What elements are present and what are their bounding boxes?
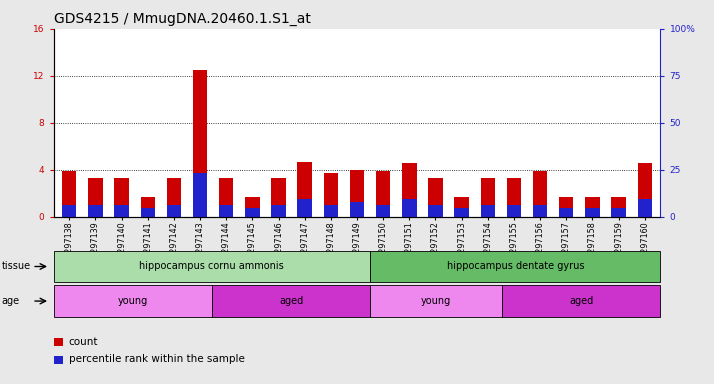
Bar <box>271 178 286 217</box>
Bar <box>376 171 391 217</box>
Bar <box>638 163 652 217</box>
Text: aged: aged <box>279 296 303 306</box>
Text: aged: aged <box>569 296 593 306</box>
Bar <box>193 70 207 217</box>
Bar <box>245 197 260 217</box>
Bar <box>533 171 548 217</box>
Bar <box>350 170 364 217</box>
Bar <box>141 197 155 217</box>
Bar <box>89 205 103 217</box>
Text: tissue: tissue <box>1 262 31 271</box>
Bar <box>559 197 573 217</box>
Text: young: young <box>118 296 148 306</box>
Bar <box>428 178 443 217</box>
Bar <box>141 208 155 217</box>
Bar <box>585 208 600 217</box>
Bar <box>245 208 260 217</box>
Text: GDS4215 / MmugDNA.20460.1.S1_at: GDS4215 / MmugDNA.20460.1.S1_at <box>54 12 311 25</box>
Bar <box>89 178 103 217</box>
Bar <box>507 178 521 217</box>
Bar <box>559 208 573 217</box>
Bar <box>219 178 233 217</box>
Bar <box>62 171 76 217</box>
Bar <box>323 174 338 217</box>
Bar <box>298 162 312 217</box>
Bar <box>507 205 521 217</box>
Text: hippocampus dentate gyrus: hippocampus dentate gyrus <box>446 262 584 271</box>
Bar <box>533 205 548 217</box>
Bar <box>585 197 600 217</box>
Text: young: young <box>421 296 451 306</box>
Text: age: age <box>1 296 19 306</box>
Bar <box>402 163 416 217</box>
Bar <box>114 178 129 217</box>
Bar <box>376 205 391 217</box>
Bar <box>219 205 233 217</box>
Bar <box>193 173 207 217</box>
Bar <box>114 205 129 217</box>
Bar <box>481 205 495 217</box>
Bar <box>454 197 469 217</box>
Bar <box>166 205 181 217</box>
Bar <box>428 205 443 217</box>
Text: percentile rank within the sample: percentile rank within the sample <box>69 354 244 364</box>
Bar <box>481 178 495 217</box>
Bar <box>62 205 76 217</box>
Bar <box>611 197 625 217</box>
Bar <box>454 208 469 217</box>
Bar <box>611 208 625 217</box>
Bar <box>402 199 416 217</box>
Text: count: count <box>69 337 98 347</box>
Bar <box>166 178 181 217</box>
Bar <box>323 205 338 217</box>
Bar <box>298 199 312 217</box>
Bar <box>271 205 286 217</box>
Text: hippocampus cornu ammonis: hippocampus cornu ammonis <box>139 262 284 271</box>
Bar <box>638 199 652 217</box>
Bar <box>350 202 364 217</box>
